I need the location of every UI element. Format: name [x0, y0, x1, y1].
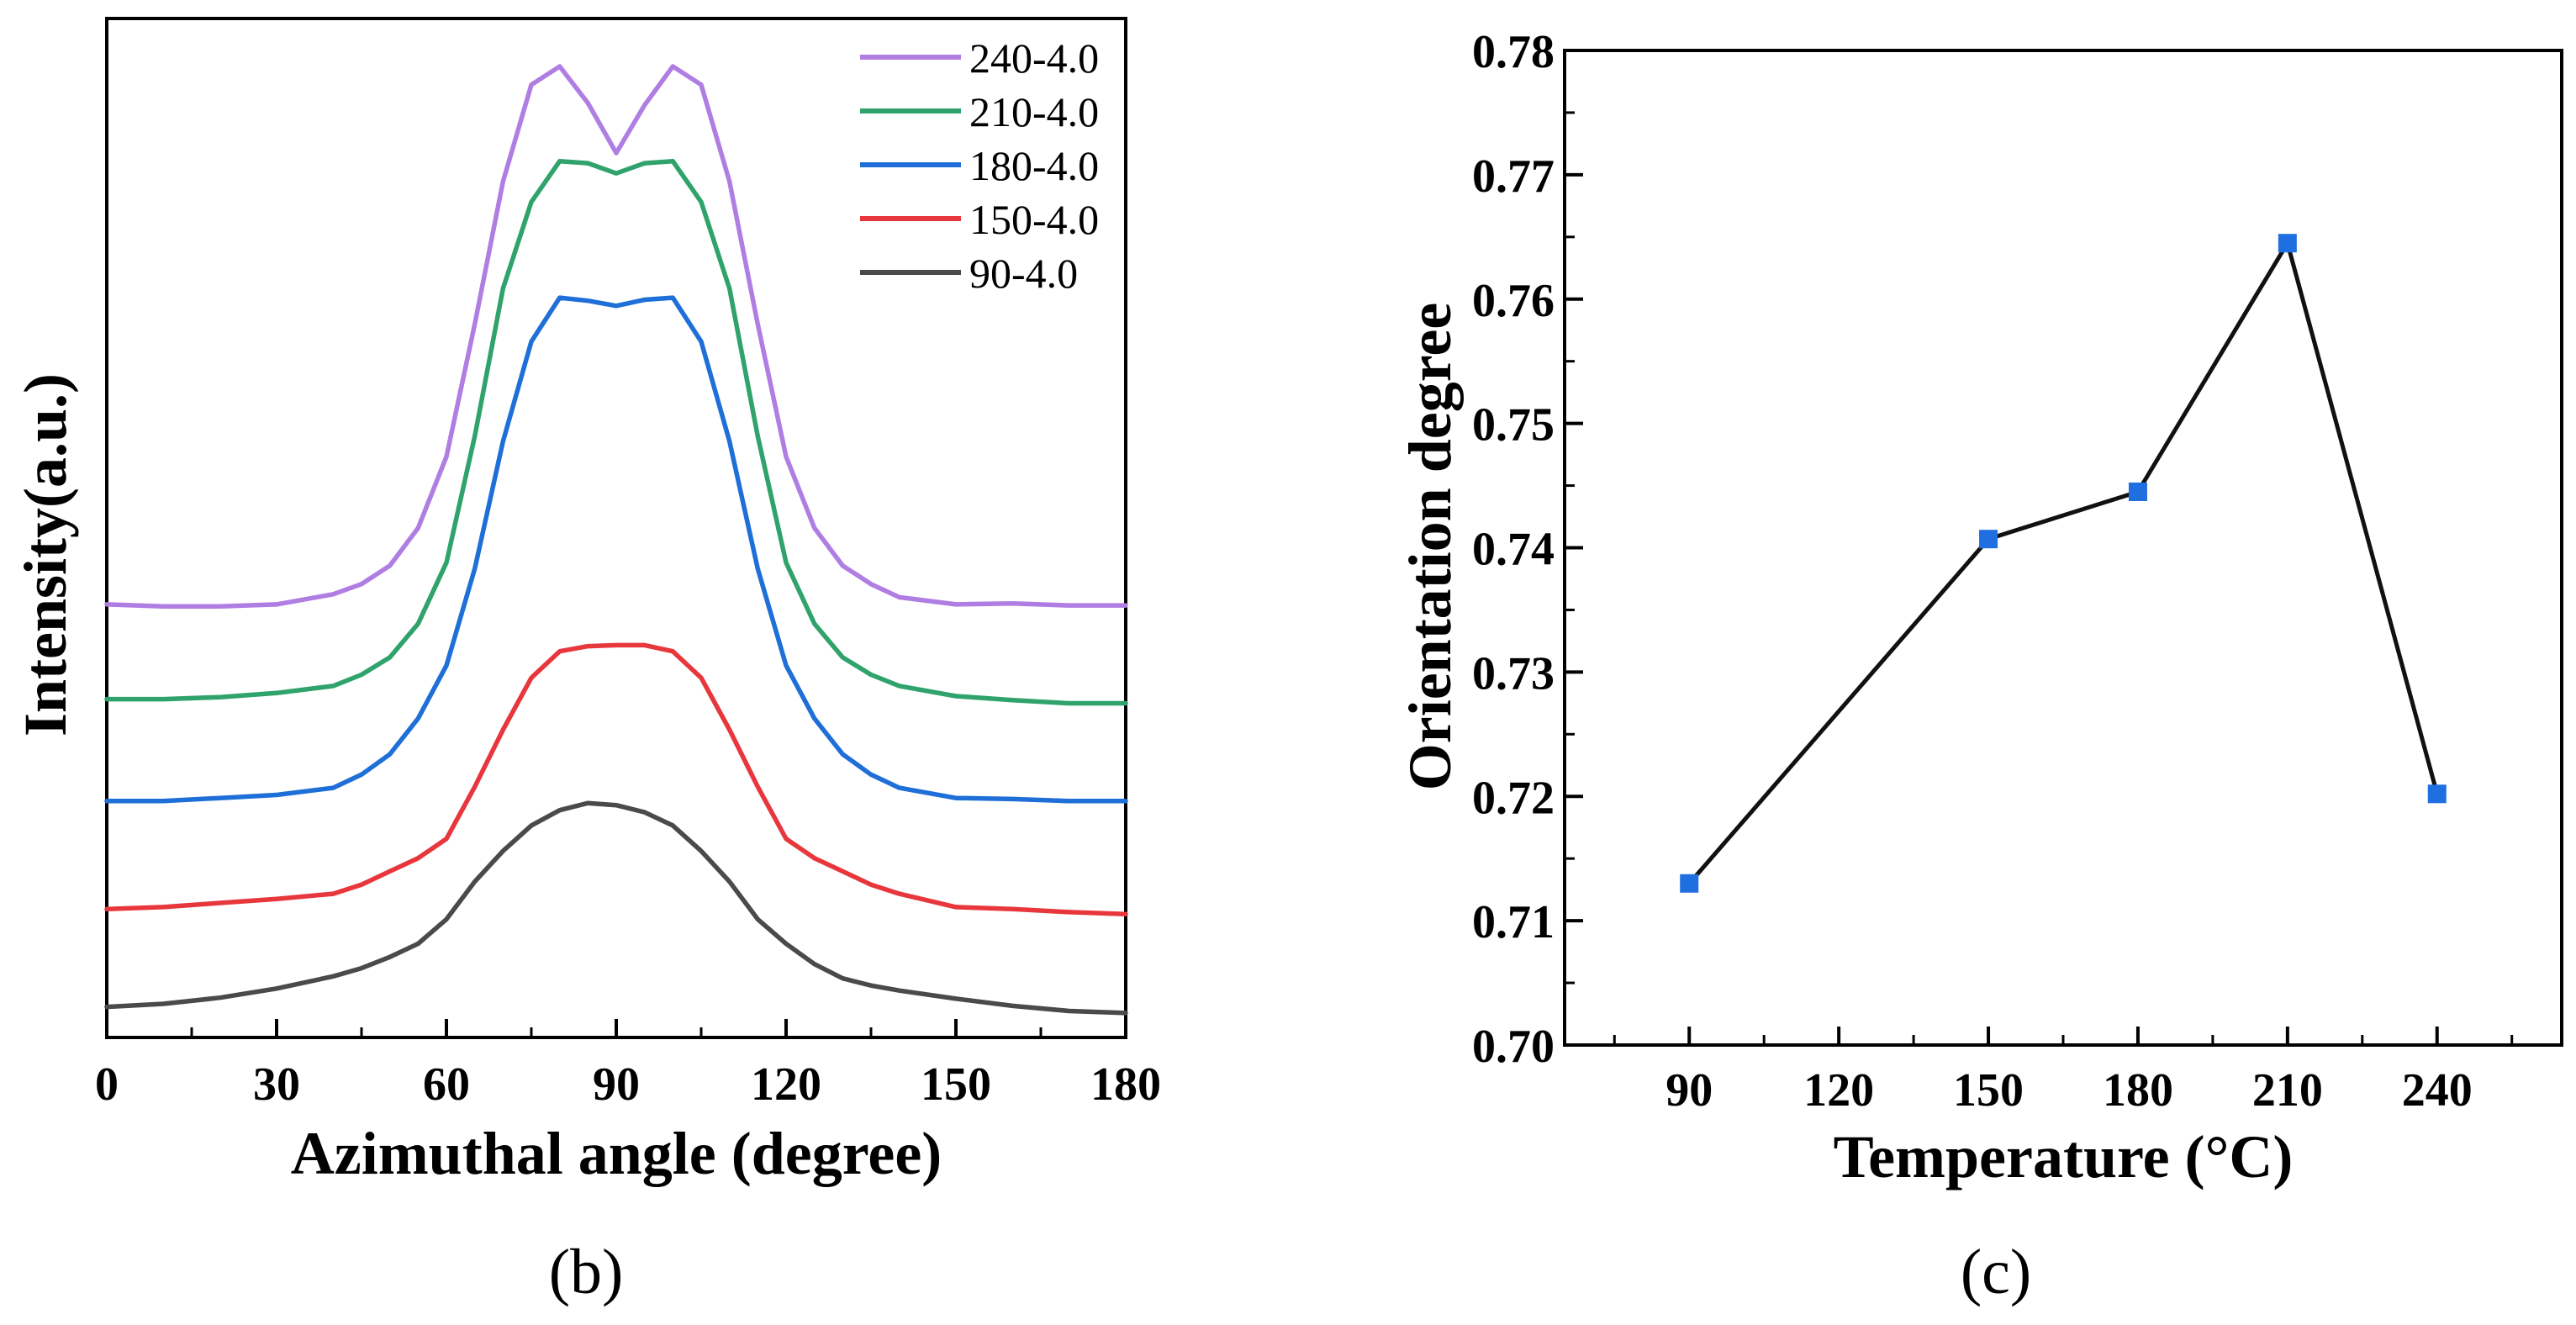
panel-b-x-tick-label: 120: [751, 1058, 821, 1111]
panel-c-series: [1680, 234, 2447, 893]
panel-c-y-tick-label: 0.71: [1472, 896, 1555, 948]
panel-c-y-axis-title: Orientation degree: [1396, 303, 1464, 791]
panel-b-curves: [104, 64, 1128, 1016]
data-point-180: [2128, 482, 2147, 501]
data-point-90: [1680, 874, 1699, 893]
panel-b-azimuthal-chart: 0 30 60 90 120 150 180 240-4.0 210-4.0 180-4.0 15…: [12, 17, 1161, 1307]
panel-c-x-tick-label: 90: [1665, 1064, 1713, 1116]
data-point-240: [2427, 784, 2447, 804]
legend-label-90-4.0: 90-4.0: [969, 250, 1078, 297]
panel-c-y-tick-label: 0.74: [1472, 524, 1555, 576]
panel-b-legend: 240-4.0 210-4.0 180-4.0 150-4.0 90-4.0: [860, 34, 1099, 297]
panel-b-x-tick-label: 60: [423, 1058, 470, 1111]
series-line-210-4.0: [104, 158, 1128, 706]
panel-c-x-axis-title: Temperature (°C): [1834, 1123, 2294, 1190]
panel-c-x-tick-label: 210: [2252, 1064, 2323, 1116]
legend-label-150-4.0: 150-4.0: [969, 196, 1099, 243]
data-point-210: [2278, 234, 2297, 253]
panel-c-x-tick-label: 180: [2103, 1064, 2173, 1116]
panel-c-x-tick-label: 240: [2402, 1064, 2473, 1116]
panel-b-x-tick-label: 90: [593, 1058, 640, 1111]
panel-c-orientation-chart: 90 120 150 180 210 240 0.700.710.720.730.740.…: [1396, 26, 2563, 1307]
panel-c-y-tick-label: 0.76: [1472, 275, 1555, 327]
panel-c-y-tick-label: 0.70: [1472, 1021, 1555, 1073]
panel-b-x-axis-title: Azimuthal angle (degree): [291, 1120, 942, 1187]
panel-c-y-tick-label: 0.75: [1472, 399, 1555, 451]
panel-c-y-ticks: 0.70 0.71 0.72 0.73 0.74 0.75 0.76 0.77 0.78: [1472, 26, 1583, 1073]
legend-label-240-4.0: 240-4.0: [969, 34, 1099, 82]
panel-c-y-tick-label: 0.78: [1472, 26, 1555, 78]
panel-b-x-ticks: 0 30 60 90 120 150 180: [95, 1019, 1161, 1111]
series-line-180-4.0: [104, 295, 1128, 804]
panel-c-y-tick-label: 0.77: [1472, 150, 1555, 203]
panel-b-x-tick-label: 180: [1090, 1058, 1161, 1111]
legend-label-180-4.0: 180-4.0: [969, 142, 1099, 189]
series-line-150-4.0: [104, 642, 1128, 917]
panel-c-label: (c): [1961, 1237, 2031, 1307]
panel-b-x-tick-label: 30: [253, 1058, 300, 1111]
panel-b-plot-frame: [105, 17, 1127, 1039]
panel-c-x-ticks: 90 120 150 180 210 240: [1613, 1027, 2514, 1116]
panel-c-x-tick-label: 150: [1953, 1064, 2024, 1116]
panel-c-plot-frame: [1563, 49, 2563, 1047]
series-line-240-4.0: [104, 64, 1128, 610]
panel-c-y-tick-label: 0.73: [1472, 647, 1555, 699]
data-point-150: [1979, 530, 1998, 549]
panel-b-x-tick-label: 150: [921, 1058, 991, 1111]
panel-b-label: (b): [549, 1237, 624, 1307]
panel-c-x-tick-label: 120: [1803, 1064, 1874, 1116]
panel-b-x-tick-label: 0: [95, 1058, 119, 1111]
panel-b-y-axis-title: Intensity(a.u.): [12, 373, 79, 736]
panel-c-y-tick-label: 0.72: [1472, 772, 1555, 824]
legend-label-210-4.0: 210-4.0: [969, 88, 1099, 135]
series-line-90-4.0: [104, 800, 1128, 1016]
